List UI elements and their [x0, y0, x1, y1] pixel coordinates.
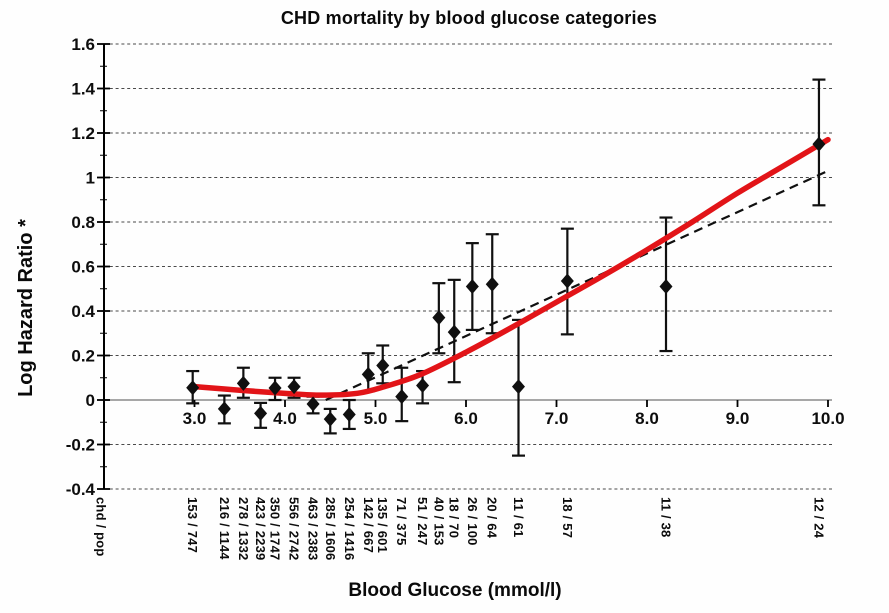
data-point-diamond: [659, 279, 673, 295]
data-point-diamond: [432, 310, 446, 326]
category-label: 20 / 64: [485, 497, 500, 539]
data-point-diamond: [254, 405, 268, 421]
trend-dashed-line: [325, 169, 829, 402]
category-label: 71 / 375: [394, 497, 409, 546]
data-point-diamond: [560, 273, 574, 289]
category-label: 51 / 247: [415, 497, 430, 546]
x-axis-title: Blood Glucose (mmol/l): [348, 580, 562, 601]
x-tick-label: 8.0: [635, 409, 659, 428]
category-label: 135 / 601: [375, 497, 390, 553]
corner-label: chd / pop: [94, 497, 109, 557]
category-label: 40 / 153: [431, 497, 446, 546]
x-tick-label: 6.0: [454, 409, 478, 428]
y-tick-label: 0: [86, 391, 95, 410]
y-axis-title: Log Hazard Ratio *: [15, 219, 37, 397]
data-point-diamond: [812, 136, 826, 152]
category-label: 254 / 1416: [342, 497, 357, 560]
x-tick-label: 3.0: [183, 409, 207, 428]
data-point-diamond: [485, 276, 499, 292]
category-label: 216 / 1144: [217, 497, 232, 560]
y-tick-label: -0.2: [66, 436, 95, 455]
y-tick-label: 0.6: [71, 258, 95, 277]
data-point-diamond: [268, 380, 282, 396]
data-point-diamond: [395, 389, 409, 405]
chart-title: CHD mortality by blood glucose categorie…: [280, 8, 658, 28]
category-label: 18 / 70: [447, 497, 462, 538]
y-tick-label: 1.6: [71, 35, 95, 54]
data-point-diamond: [323, 411, 337, 427]
x-tick-label: 7.0: [545, 409, 569, 428]
category-label: 278 / 1332: [236, 497, 251, 560]
category-label: 11 / 38: [659, 497, 674, 537]
data-point-diamond: [361, 366, 375, 382]
x-tick-label: 10.0: [811, 409, 844, 428]
data-point-diamond: [447, 324, 461, 340]
category-label: 423 / 2239: [253, 497, 268, 560]
category-label: 26 / 100: [465, 497, 480, 546]
category-label: 153 / 747: [185, 497, 200, 553]
y-tick-label: 1.4: [71, 80, 95, 99]
y-tick-label: 1: [86, 169, 95, 188]
category-label: 556 / 2742: [287, 497, 302, 560]
category-label: 285 / 1606: [323, 497, 338, 560]
data-point-diamond: [217, 401, 231, 417]
data-point-diamond: [236, 375, 250, 391]
x-tick-label: 9.0: [726, 409, 750, 428]
data-point-diamond: [465, 279, 479, 295]
category-label: 350 / 1747: [268, 497, 283, 560]
data-point-diamond: [376, 358, 390, 374]
y-tick-label: 0.8: [71, 213, 95, 232]
category-label: 12 / 24: [811, 497, 826, 539]
data-point-diamond: [511, 379, 525, 395]
y-tick-label: 1.2: [71, 124, 95, 143]
category-label: 11 / 61: [511, 497, 526, 537]
fitted-curve: [191, 136, 831, 398]
x-tick-label: 4.0: [273, 409, 297, 428]
y-tick-label: -0.4: [66, 480, 96, 499]
x-tick-label: 5.0: [364, 409, 388, 428]
data-point-diamond: [186, 380, 200, 396]
category-label: 142 / 667: [361, 497, 376, 553]
y-tick-label: 0.2: [71, 347, 95, 366]
data-point-diamond: [416, 378, 430, 394]
y-tick-label: 0.4: [71, 302, 95, 321]
data-point-diamond: [342, 406, 356, 422]
category-label: 463 / 2383: [306, 497, 321, 560]
data-point-diamond: [287, 379, 301, 395]
category-label: 18 / 57: [560, 497, 575, 538]
data-point-diamond: [306, 396, 320, 412]
